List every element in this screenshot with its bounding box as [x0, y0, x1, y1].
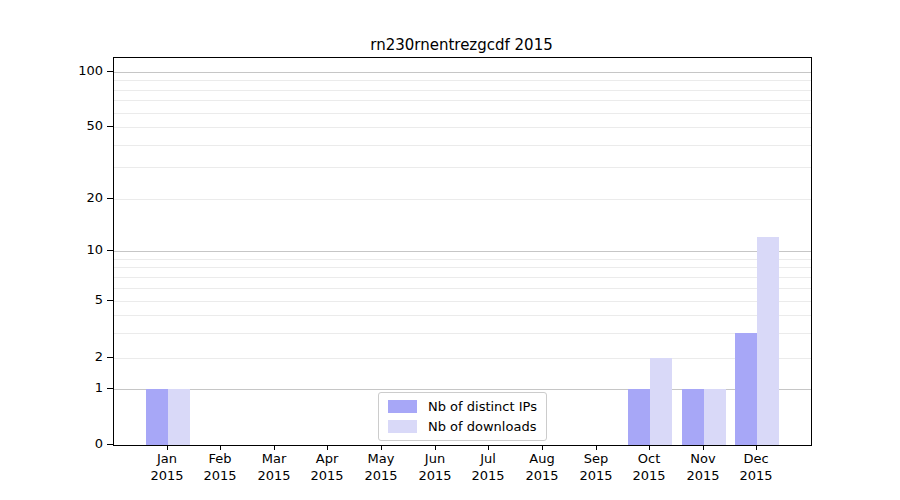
gridline-minor-y-8: [114, 267, 811, 268]
x-tick-month: Dec: [714, 450, 798, 467]
y-tick-mark-50: [107, 126, 113, 127]
x-tick-year: 2015: [714, 467, 798, 484]
y-tick-label-100: 100: [0, 63, 103, 79]
y-tick-label-1: 1: [0, 380, 103, 396]
bar-nb-of-distinct-ips-dec: [735, 333, 757, 445]
legend-label-nb-of-distinct-ips: Nb of distinct IPs: [428, 399, 537, 414]
legend-swatch-nb-of-downloads: [388, 420, 417, 433]
gridline-major-y-100: [114, 72, 811, 73]
plot-area: Nb of distinct IPs Nb of downloads: [113, 57, 812, 446]
y-tick-label-20: 20: [0, 190, 103, 206]
y-tick-mark-10: [107, 250, 113, 251]
y-tick-mark-0: [107, 444, 113, 445]
gridline-minor-y-30: [114, 167, 811, 168]
chart-figure: rn230rnentrezgcdf 2015 Nb of distinct IP…: [0, 0, 900, 500]
bar-nb-of-downloads-oct: [650, 358, 672, 445]
x-tick-label-dec: Dec2015: [714, 450, 798, 484]
bar-nb-of-downloads-nov: [704, 389, 726, 445]
gridline-minor-y-40: [114, 145, 811, 146]
gridline-minor-y-60: [114, 113, 811, 114]
y-tick-mark-1: [107, 388, 113, 389]
legend-label-nb-of-downloads: Nb of downloads: [428, 419, 536, 434]
gridline-minor-y-20: [114, 199, 811, 200]
legend: Nb of distinct IPs Nb of downloads: [378, 392, 547, 441]
chart-title: rn230rnentrezgcdf 2015: [113, 37, 810, 54]
gridline-minor-y-70: [114, 100, 811, 101]
legend-item-nb-of-downloads: Nb of downloads: [388, 419, 537, 434]
gridline-minor-y-5: [114, 301, 811, 302]
gridline-minor-y-2: [114, 358, 811, 359]
gridline-minor-y-50: [114, 127, 811, 128]
y-tick-mark-5: [107, 300, 113, 301]
gridline-minor-y-90: [114, 80, 811, 81]
gridline-major-y-10: [114, 251, 811, 252]
y-tick-label-10: 10: [0, 242, 103, 258]
gridline-minor-y-7: [114, 277, 811, 278]
y-tick-label-50: 50: [0, 118, 103, 134]
y-tick-label-0: 0: [0, 436, 103, 452]
y-tick-label-5: 5: [0, 292, 103, 308]
bar-nb-of-downloads-dec: [757, 237, 779, 445]
bar-nb-of-distinct-ips-nov: [682, 389, 704, 445]
y-tick-label-2: 2: [0, 349, 103, 365]
y-tick-mark-100: [107, 71, 113, 72]
gridline-minor-y-80: [114, 90, 811, 91]
gridline-minor-y-6: [114, 288, 811, 289]
bar-nb-of-downloads-jan: [168, 389, 190, 445]
bar-nb-of-distinct-ips-jan: [146, 389, 168, 445]
legend-item-nb-of-distinct-ips: Nb of distinct IPs: [388, 399, 537, 414]
gridline-minor-y-9: [114, 259, 811, 260]
gridline-minor-y-4: [114, 315, 811, 316]
gridline-minor-y-3: [114, 333, 811, 334]
y-tick-mark-2: [107, 357, 113, 358]
legend-swatch-nb-of-distinct-ips: [388, 400, 417, 413]
bar-nb-of-distinct-ips-oct: [628, 389, 650, 445]
y-tick-mark-20: [107, 198, 113, 199]
